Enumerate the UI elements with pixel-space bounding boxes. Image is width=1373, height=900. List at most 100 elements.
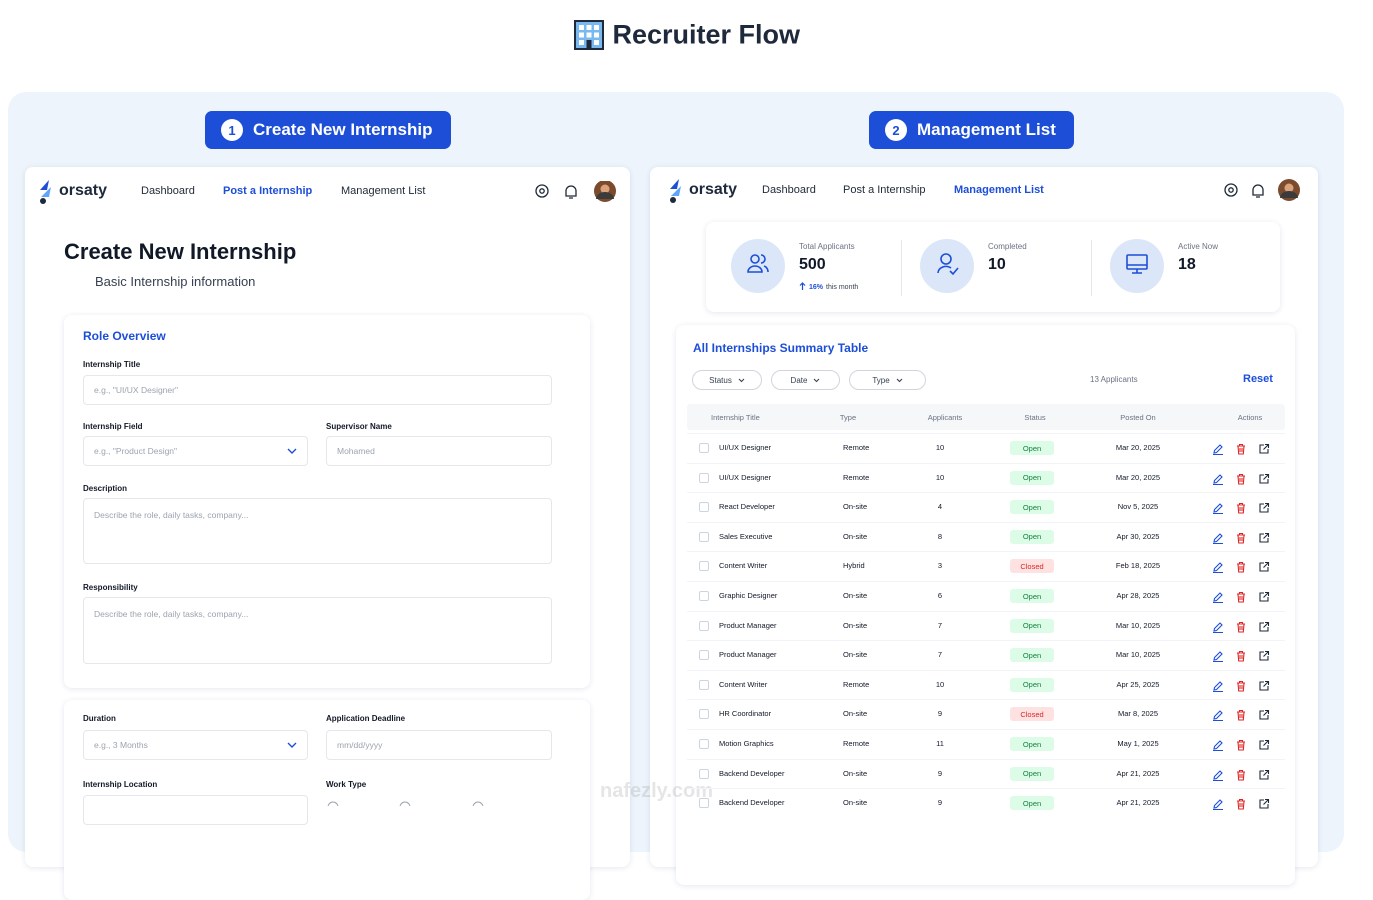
delete-button[interactable] — [1235, 768, 1247, 786]
bell-icon[interactable] — [565, 185, 577, 199]
delete-button[interactable] — [1235, 560, 1247, 578]
nav-link[interactable]: Post a Internship — [223, 185, 313, 197]
filter-label: Type — [872, 375, 890, 385]
edit-button[interactable] — [1212, 649, 1224, 667]
edit-button[interactable] — [1212, 560, 1224, 578]
cell-title: Product Manager — [719, 620, 777, 630]
settings-icon[interactable] — [1224, 183, 1238, 197]
delete-button[interactable] — [1235, 679, 1247, 697]
edit-icon — [1213, 651, 1223, 663]
edit-button[interactable] — [1212, 531, 1224, 549]
edit-button[interactable] — [1212, 768, 1224, 786]
delete-button[interactable] — [1235, 590, 1247, 608]
select-input[interactable]: e.g., "Product Design" — [83, 436, 308, 466]
edit-button[interactable] — [1212, 738, 1224, 756]
row-actions — [1212, 738, 1270, 756]
delete-button[interactable] — [1235, 620, 1247, 638]
cell-applicants: 10 — [935, 679, 945, 689]
edit-button[interactable] — [1212, 679, 1224, 697]
open-button[interactable] — [1258, 560, 1270, 578]
row-actions — [1212, 531, 1270, 549]
row-checkbox[interactable] — [699, 472, 709, 483]
open-button[interactable] — [1258, 708, 1270, 726]
text-input[interactable]: Mohamed — [326, 436, 552, 466]
edit-button[interactable] — [1212, 708, 1224, 726]
placeholder: e.g., "UI/UX Designer" — [94, 385, 178, 395]
nav-link[interactable]: Dashboard — [762, 184, 816, 196]
row-checkbox[interactable] — [699, 502, 709, 513]
delete-button[interactable] — [1235, 797, 1247, 815]
status-badge: Open — [1010, 500, 1054, 515]
delete-button[interactable] — [1235, 708, 1247, 726]
open-button[interactable] — [1258, 738, 1270, 756]
open-button[interactable] — [1258, 442, 1270, 460]
filter-dropdown[interactable]: Type — [849, 370, 926, 390]
open-button[interactable] — [1258, 531, 1270, 549]
text-input[interactable]: e.g., "UI/UX Designer" — [83, 375, 552, 405]
open-button[interactable] — [1258, 501, 1270, 519]
textarea[interactable]: Describe the role, daily tasks, company.… — [83, 597, 552, 664]
row-checkbox[interactable] — [699, 768, 709, 779]
logo[interactable]: orsaty — [37, 178, 107, 204]
nav-link[interactable]: Post a Internship — [843, 184, 926, 196]
open-button[interactable] — [1258, 649, 1270, 667]
select-input[interactable]: e.g., 3 Months — [83, 730, 308, 760]
row-checkbox[interactable] — [699, 798, 709, 809]
cell-type: On-site — [843, 620, 868, 630]
edit-icon — [1213, 681, 1223, 692]
open-button[interactable] — [1258, 679, 1270, 697]
open-button[interactable] — [1258, 768, 1270, 786]
row-checkbox[interactable] — [699, 443, 709, 453]
delete-icon — [1237, 710, 1245, 721]
settings-icon[interactable] — [535, 184, 549, 198]
column-header: Posted On — [1120, 413, 1156, 422]
edit-button[interactable] — [1212, 590, 1224, 608]
row-checkbox[interactable] — [699, 709, 709, 720]
row-divider — [687, 788, 1285, 790]
row-checkbox[interactable] — [699, 591, 709, 601]
edit-button[interactable] — [1212, 620, 1224, 638]
edit-icon — [1213, 799, 1223, 811]
text-input[interactable] — [83, 795, 308, 825]
filter-dropdown[interactable]: Status — [692, 370, 762, 390]
row-checkbox[interactable] — [699, 679, 709, 690]
cell-type: Remote — [843, 472, 870, 482]
row-checkbox[interactable] — [699, 650, 709, 661]
textarea[interactable]: Describe the role, daily tasks, company.… — [83, 498, 552, 564]
row-checkbox[interactable] — [699, 739, 709, 749]
nav-link[interactable]: Dashboard — [141, 185, 195, 197]
row-checkbox[interactable] — [699, 531, 709, 542]
cell-title: Backend Developer — [719, 768, 785, 778]
open-button[interactable] — [1258, 590, 1270, 608]
open-button[interactable] — [1258, 472, 1270, 490]
bell-icon[interactable] — [1252, 184, 1264, 198]
filter-dropdown[interactable]: Date — [771, 370, 840, 390]
open-button[interactable] — [1258, 620, 1270, 638]
open-button[interactable] — [1258, 797, 1270, 815]
delete-button[interactable] — [1235, 472, 1247, 490]
row-checkbox[interactable] — [699, 620, 709, 631]
open-icon — [1259, 680, 1270, 691]
edit-button[interactable] — [1212, 442, 1224, 460]
delete-button[interactable] — [1235, 738, 1247, 756]
delete-button[interactable] — [1235, 649, 1247, 667]
reset-button[interactable]: Reset — [1243, 373, 1273, 385]
delete-button[interactable] — [1235, 442, 1247, 460]
avatar[interactable] — [594, 181, 616, 202]
delete-button[interactable] — [1235, 501, 1247, 519]
avatar[interactable] — [1278, 179, 1300, 201]
date-input[interactable]: mm/dd/yyyy — [326, 730, 552, 760]
edit-button[interactable] — [1212, 501, 1224, 519]
row-checkbox[interactable] — [699, 561, 709, 572]
nav-link[interactable]: Management List — [341, 185, 426, 197]
logo[interactable]: orsaty — [667, 177, 737, 203]
edit-button[interactable] — [1212, 472, 1224, 490]
cell-applicants: 7 — [937, 620, 943, 630]
nav-link[interactable]: Management List — [954, 184, 1044, 196]
delete-button[interactable] — [1235, 531, 1247, 549]
edit-button[interactable] — [1212, 797, 1224, 815]
column-header: Internship Title — [711, 413, 760, 422]
radio-group[interactable] — [326, 800, 496, 806]
arrow-up — [799, 282, 806, 290]
